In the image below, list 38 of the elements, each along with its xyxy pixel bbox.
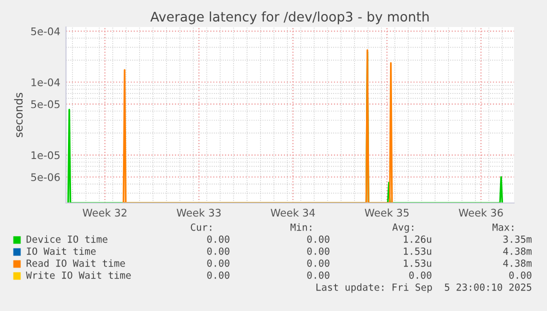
x-tick-label: Week 35 [364,208,409,217]
text: Max: [492,224,514,231]
y-tick-label: 1e-05 [32,151,60,160]
text: 0.00 [307,259,330,267]
y-tick-label: 5e-04 [31,27,60,36]
text: 1.53u [404,247,432,255]
text: 0.00 [207,271,230,279]
text: 4.38m [503,247,532,255]
text: Last update: Fri Sep 5 23:00:10 2025 [316,283,532,293]
legend-label: Device IO time [26,235,108,243]
x-tick-label: Week 36 [458,208,503,217]
text: 4.38m [503,259,532,267]
legend-label: IO Wait time [26,247,96,255]
line-series [122,49,393,203]
text: 0.00 [207,235,230,243]
chart-title: Average latency for /dev/loop3 - by month [150,11,429,24]
text: Avg: [392,224,414,233]
text: 0.00 [207,259,230,267]
text: 0.00 [207,247,230,255]
y-tick-label: 1e-04 [32,78,60,86]
y-axis-title: seconds [14,92,23,138]
legend-label: Write IO Wait time [26,271,131,279]
y-tick-label: 5e-05 [31,100,60,108]
text: 0.00 [307,247,330,255]
text: 0.00 [409,271,432,279]
text: 3.35m [503,235,532,243]
x-tick-label: Week 32 [82,208,126,217]
x-tick-label: Week 34 [270,208,315,217]
text: 1.26u [404,235,432,243]
text: Cur: [190,223,212,231]
text: 0.00 [509,271,532,279]
text: Min: [290,223,312,231]
y-tick-label: 5e-06 [31,173,60,182]
text: 0.00 [307,271,330,279]
text: 1.53u [404,259,432,267]
x-tick-label: Week 33 [176,208,221,217]
legend-label: Read IO Wait time [26,259,125,267]
text: 0.00 [307,235,330,243]
